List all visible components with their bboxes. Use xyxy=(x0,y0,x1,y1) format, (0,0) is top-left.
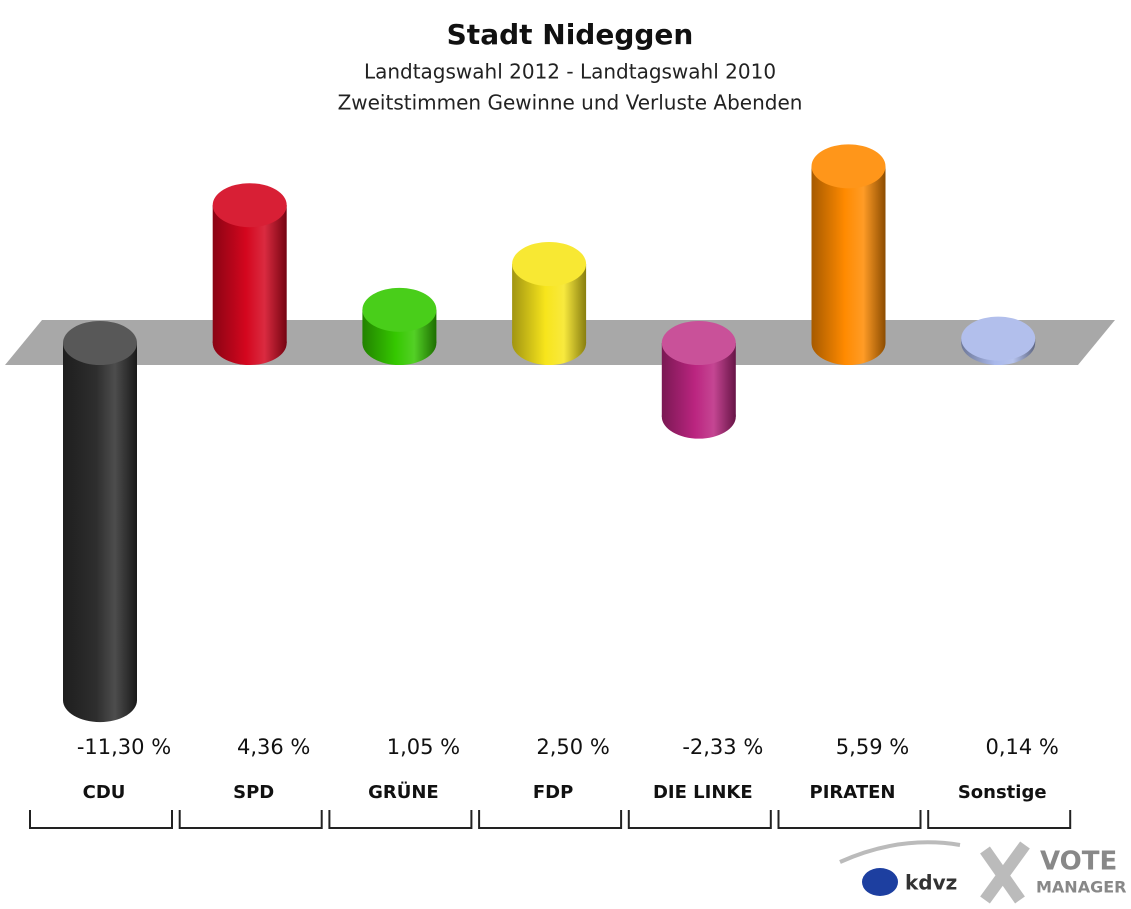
category-label: DIE LINKE xyxy=(653,782,753,803)
value-label: -11,30 % xyxy=(77,735,171,759)
category-bracket xyxy=(927,810,1072,829)
category-label: SPD xyxy=(233,782,274,803)
category-label: GRÜNE xyxy=(368,781,439,803)
value-label: 4,36 % xyxy=(237,735,310,759)
category-bracket xyxy=(627,810,772,829)
logo-ball xyxy=(862,868,898,896)
bar-end xyxy=(362,321,437,365)
category-bracket xyxy=(478,810,623,829)
value-label: 1,05 % xyxy=(387,735,460,759)
bar-cap xyxy=(362,287,437,332)
category-bracket xyxy=(328,810,473,829)
value-label: 5,59 % xyxy=(836,735,909,759)
bar-end xyxy=(212,321,287,365)
bar xyxy=(63,343,137,701)
bar-cap xyxy=(212,183,287,228)
logo-swoosh xyxy=(839,840,961,864)
logo-x xyxy=(980,841,1030,904)
value-label: -2,33 % xyxy=(682,735,763,759)
logo-text: VOTE xyxy=(1040,847,1117,877)
category-label: CDU xyxy=(83,782,126,803)
bar-end xyxy=(512,321,587,365)
category-label: PIRATEN xyxy=(810,782,896,803)
chart-subtitle: Zweitstimmen Gewinne und Verluste Abende… xyxy=(338,91,803,115)
category-label: FDP xyxy=(533,782,573,803)
bar-cap xyxy=(512,242,587,286)
bar xyxy=(212,205,287,343)
bar-cap xyxy=(63,321,137,365)
category-bracket xyxy=(29,810,173,829)
logo: kdvz VOTE MANAGER xyxy=(839,840,1126,904)
bar-cap xyxy=(661,321,736,365)
category-label: Sonstige xyxy=(958,782,1047,803)
bar-end xyxy=(63,678,137,723)
value-label: 2,50 % xyxy=(536,735,609,759)
bar-end xyxy=(811,321,886,365)
bars xyxy=(63,144,1036,723)
category-bracket xyxy=(178,810,323,829)
chart-title: Stadt Nideggen xyxy=(447,18,694,51)
value-label: 0,14 % xyxy=(986,735,1059,759)
bar-end xyxy=(661,394,736,439)
chart-subtitle: Landtagswahl 2012 - Landtagswahl 2010 xyxy=(364,60,776,84)
bar-cap xyxy=(961,316,1036,361)
bar-cap xyxy=(811,144,886,189)
logo-text: kdvz xyxy=(905,871,957,895)
category-bracket xyxy=(777,810,922,829)
logo-text: MANAGER xyxy=(1036,878,1126,897)
bar xyxy=(811,166,886,343)
